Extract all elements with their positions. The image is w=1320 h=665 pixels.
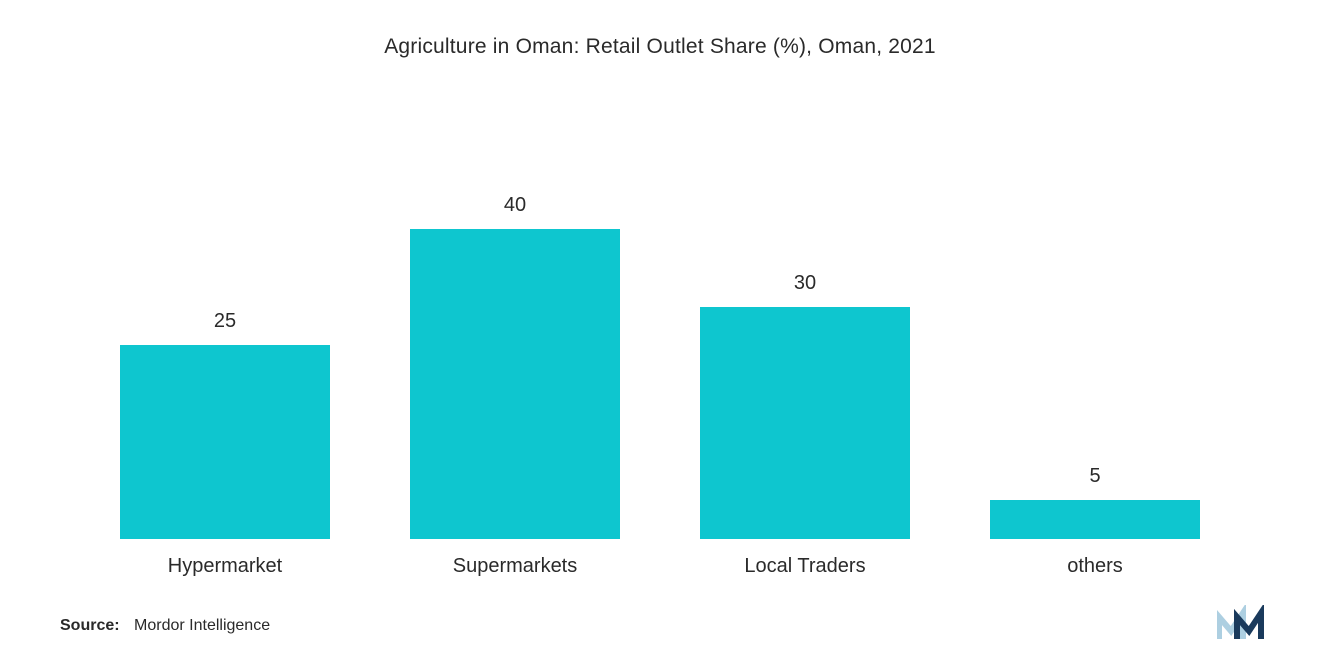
bar-value-label: 30 (794, 272, 816, 295)
chart-plot-area: 25 Hypermarket 40 Supermarkets 30 Local … (80, 109, 1240, 539)
bar-category-label: others (1067, 555, 1123, 578)
bar-value-label: 5 (1089, 465, 1100, 488)
bar-value-label: 40 (504, 194, 526, 217)
bar (410, 229, 619, 539)
bar (990, 500, 1199, 539)
bar (120, 345, 329, 539)
chart-title: Agriculture in Oman: Retail Outlet Share… (60, 35, 1260, 59)
source-label: Source: (60, 617, 120, 634)
bar-group: 40 Supermarkets (387, 194, 642, 539)
source-attribution: Source: Mordor Intelligence (60, 617, 270, 635)
bar-group: 30 Local Traders (677, 272, 932, 540)
bar-category-label: Hypermarket (168, 555, 282, 578)
bar-group: 5 others (967, 465, 1222, 539)
source-value: Mordor Intelligence (134, 617, 270, 634)
bar (700, 307, 909, 540)
bar-category-label: Supermarkets (453, 555, 578, 578)
chart-container: Agriculture in Oman: Retail Outlet Share… (0, 0, 1320, 665)
bar-value-label: 25 (214, 310, 236, 333)
mordor-logo-icon (1217, 605, 1275, 643)
bar-category-label: Local Traders (744, 555, 865, 578)
bar-group: 25 Hypermarket (97, 310, 352, 539)
